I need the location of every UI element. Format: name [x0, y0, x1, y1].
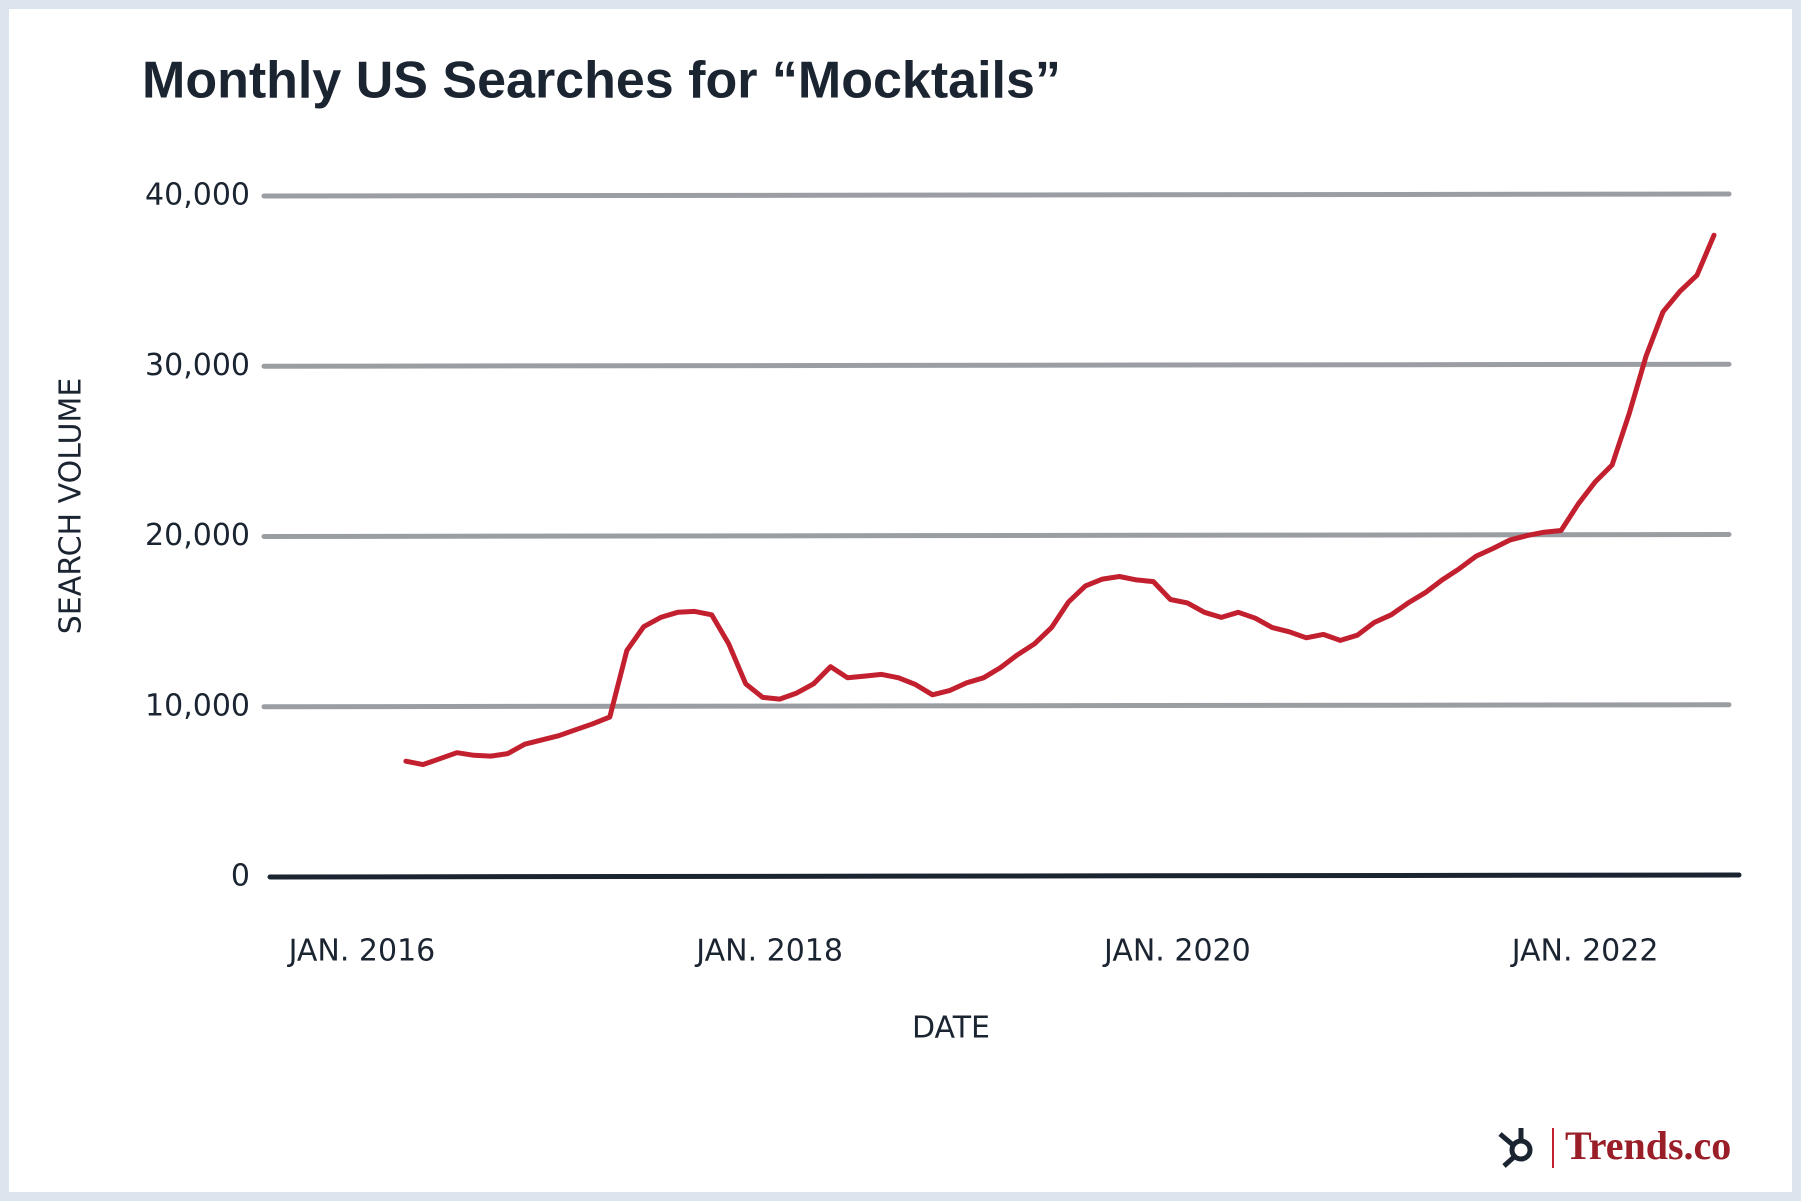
y-tick-label: 40,000: [145, 178, 250, 213]
y-tick-label: 10,000: [145, 688, 250, 723]
x-tick-label: JAN. 2020: [1102, 934, 1251, 969]
x-tick-label: JAN. 2018: [694, 934, 843, 969]
y-axis-title: SEARCH VOLUME: [54, 378, 89, 635]
y-tick-label: 20,000: [145, 518, 250, 553]
x-tick-label: JAN. 2022: [1510, 934, 1659, 969]
grid-line: [261, 361, 1732, 369]
x-axis-line: [267, 872, 1742, 880]
grid-line: [261, 532, 1732, 539]
chart-title: Monthly US Searches for “Mocktails”: [142, 52, 1061, 110]
y-tick-label: 0: [231, 859, 250, 894]
grid-line: [261, 702, 1732, 710]
y-tick-label: 30,000: [145, 348, 250, 383]
line-series: [403, 232, 1717, 768]
grid-line: [261, 191, 1732, 199]
card: [9, 9, 1792, 1192]
logo-icon: [1498, 1128, 1533, 1168]
x-axis-title: DATE: [912, 1011, 990, 1046]
x-tick-label: JAN. 2016: [287, 934, 436, 969]
brand: Trends.co: [1565, 1123, 1731, 1168]
